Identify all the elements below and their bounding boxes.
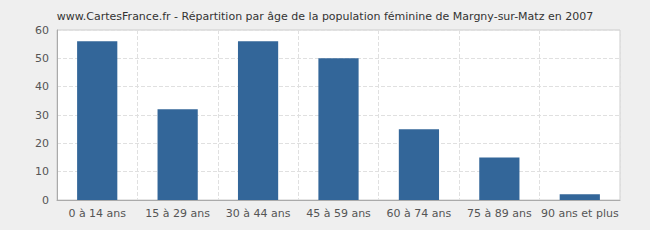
svg-text:30: 30 xyxy=(35,109,49,122)
svg-text:75 à 89 ans: 75 à 89 ans xyxy=(467,207,532,220)
svg-text:www.CartesFrance.fr - Répartit: www.CartesFrance.fr - Répartition par âg… xyxy=(57,10,593,23)
svg-text:0 à 14 ans: 0 à 14 ans xyxy=(68,207,126,220)
svg-text:90 ans et plus: 90 ans et plus xyxy=(541,207,619,220)
svg-text:20: 20 xyxy=(35,137,49,150)
svg-text:45 à 59 ans: 45 à 59 ans xyxy=(306,207,371,220)
svg-text:60 à 74 ans: 60 à 74 ans xyxy=(387,207,452,220)
svg-text:50: 50 xyxy=(35,52,49,65)
svg-text:10: 10 xyxy=(35,165,49,178)
svg-text:0: 0 xyxy=(42,194,49,207)
svg-text:60: 60 xyxy=(35,24,49,37)
svg-text:15 à 29 ans: 15 à 29 ans xyxy=(145,207,210,220)
svg-text:30 à 44 ans: 30 à 44 ans xyxy=(226,207,291,220)
svg-text:40: 40 xyxy=(35,80,49,93)
